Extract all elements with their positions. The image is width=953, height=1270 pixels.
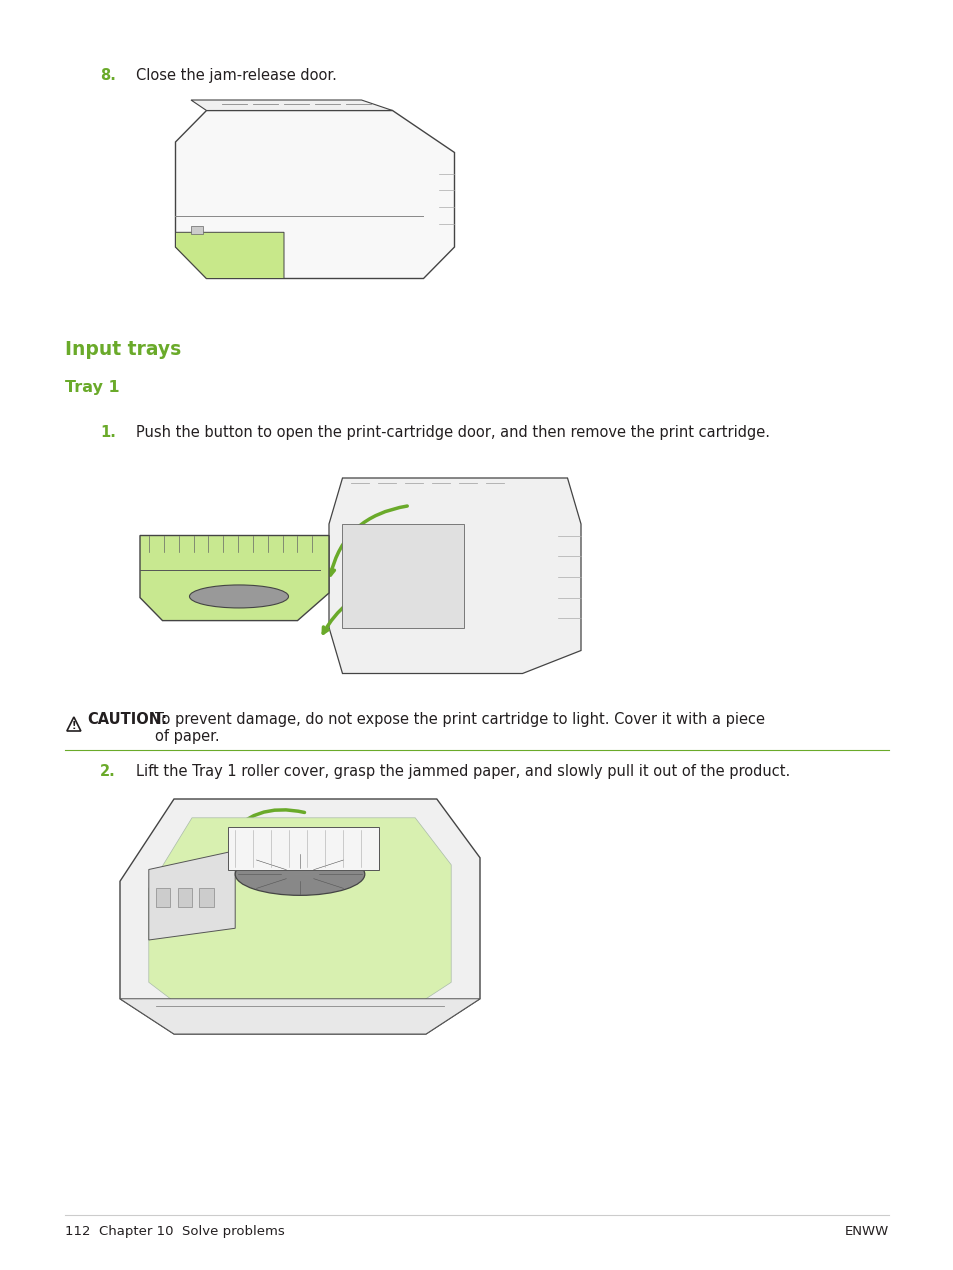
Text: Input trays: Input trays xyxy=(65,340,181,359)
Text: !: ! xyxy=(71,721,76,732)
Text: Push the button to open the print-cartridge door, and then remove the print cart: Push the button to open the print-cartri… xyxy=(136,425,770,439)
Polygon shape xyxy=(329,478,580,673)
Text: To prevent damage, do not expose the print cartridge to light. Cover it with a p: To prevent damage, do not expose the pri… xyxy=(154,712,764,744)
Bar xyxy=(156,888,171,907)
Text: 2.: 2. xyxy=(100,765,116,779)
Polygon shape xyxy=(149,851,235,940)
Polygon shape xyxy=(228,827,378,870)
Polygon shape xyxy=(175,232,284,278)
Bar xyxy=(177,888,192,907)
Bar xyxy=(191,226,203,235)
Polygon shape xyxy=(149,818,451,1015)
Text: 1.: 1. xyxy=(100,425,116,439)
Polygon shape xyxy=(120,799,479,1034)
Polygon shape xyxy=(175,110,454,278)
Ellipse shape xyxy=(235,853,364,895)
Text: Tray 1: Tray 1 xyxy=(65,380,119,395)
Polygon shape xyxy=(342,525,463,627)
Text: Lift the Tray 1 roller cover, grasp the jammed paper, and slowly pull it out of : Lift the Tray 1 roller cover, grasp the … xyxy=(136,765,790,779)
Polygon shape xyxy=(120,998,479,1034)
Text: ENWW: ENWW xyxy=(844,1226,888,1238)
Polygon shape xyxy=(140,536,329,621)
Text: CAUTION:: CAUTION: xyxy=(87,712,167,726)
Text: 112  Chapter 10  Solve problems: 112 Chapter 10 Solve problems xyxy=(65,1226,284,1238)
Text: Close the jam-release door.: Close the jam-release door. xyxy=(136,69,337,83)
Text: 8.: 8. xyxy=(100,69,116,83)
Bar xyxy=(199,888,213,907)
Polygon shape xyxy=(191,100,392,110)
Ellipse shape xyxy=(190,585,288,608)
